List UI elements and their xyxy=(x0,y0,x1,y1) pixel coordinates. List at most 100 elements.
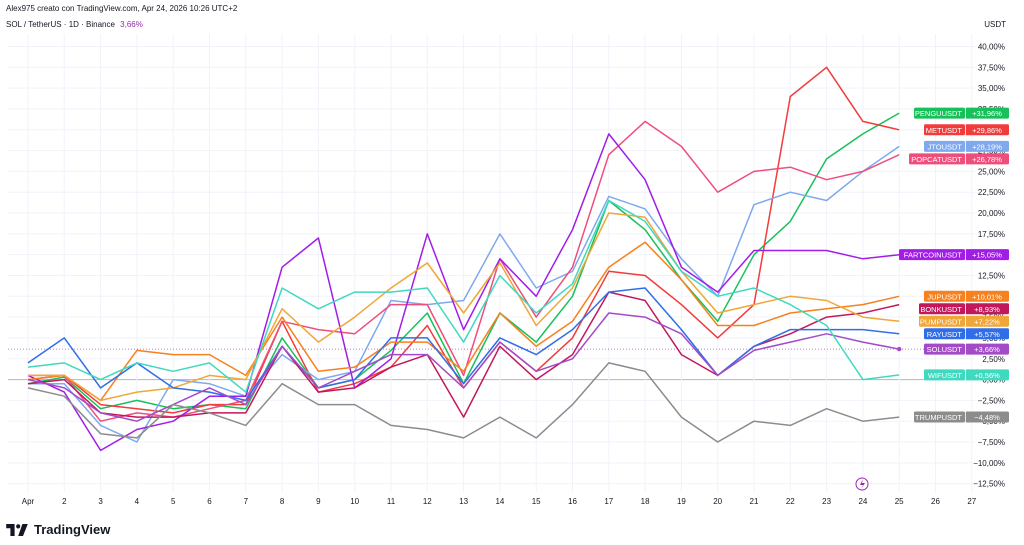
series-line-jupusdt[interactable] xyxy=(27,241,900,402)
x-tick-label: 23 xyxy=(822,497,831,506)
x-tick-label: 11 xyxy=(387,497,396,506)
series-name: BONKUSDT xyxy=(920,305,962,314)
series-name-bg xyxy=(919,303,965,315)
x-tick-label: 26 xyxy=(931,497,940,506)
series-price-labels: PENGUUSDT +31,96% METUSDT +29,86% JTOUSDT +28… xyxy=(899,107,1009,423)
x-tick-label: 7 xyxy=(244,497,249,506)
tradingview-logo-icon xyxy=(6,523,28,536)
series-line-fartcoinusdt[interactable] xyxy=(27,133,900,452)
symbol-change: 3,66% xyxy=(120,20,143,29)
series-value: +3,66% xyxy=(974,345,1000,354)
series-tag-solusdt[interactable]: SOLUSDT +3,66% xyxy=(924,343,1009,355)
series-tag-jupusdt[interactable]: JUPUSDT +10,01% xyxy=(924,290,1009,302)
x-tick-label: 25 xyxy=(895,497,904,506)
series-value-bg xyxy=(965,140,1009,152)
series-tag-bonkusdt[interactable]: BONKUSDT +8,93% xyxy=(919,303,1009,315)
series-name-bg xyxy=(909,153,965,165)
series-tag-wifusdt[interactable]: WIFUSDT +0,56% xyxy=(924,369,1009,381)
series-name: JUPUSDT xyxy=(927,292,962,301)
y-tick-label: −7,50% xyxy=(978,438,1005,447)
y-tick-label: −12,50% xyxy=(973,480,1005,489)
currency-label: USDT xyxy=(984,20,1006,29)
series-name-bg xyxy=(914,411,965,423)
series-line-wifusdt[interactable] xyxy=(27,199,900,393)
series-tag-penguusdt[interactable]: PENGUUSDT +31,96% xyxy=(914,107,1009,119)
y-tick-label: 40,00% xyxy=(978,42,1005,51)
y-tick-label: 12,50% xyxy=(978,271,1005,280)
y-tick-label: 20,00% xyxy=(978,209,1005,218)
symbol-name: SOL / TetherUS · 1D · Binance xyxy=(6,20,115,29)
series-value: +0,56% xyxy=(974,371,1000,380)
x-tick-label: 17 xyxy=(604,497,613,506)
series-value-bg xyxy=(965,249,1009,261)
x-tick-label: 10 xyxy=(350,497,359,506)
series-tag-jtousdt[interactable]: JTOUSDT +28,19% xyxy=(924,140,1009,152)
series-value: +10,01% xyxy=(972,292,1002,301)
y-tick-label: −2,50% xyxy=(978,396,1005,405)
series-lines xyxy=(27,66,902,452)
series-tag-metusdt[interactable]: METUSDT +29,86% xyxy=(924,124,1009,136)
series-value: −4,48% xyxy=(974,413,1000,422)
x-tick-label: 5 xyxy=(171,497,176,506)
alert-icon[interactable] xyxy=(855,477,869,491)
series-name-bg xyxy=(899,249,965,261)
series-value-bg xyxy=(965,124,1009,136)
series-name: POPCATUSDT xyxy=(911,155,962,164)
y-tick-label: 22,50% xyxy=(978,188,1005,197)
series-name-bg xyxy=(924,369,965,381)
series-name: JTOUSDT xyxy=(928,142,963,151)
series-value-bg xyxy=(965,315,1009,327)
series-tag-rayusdt[interactable]: RAYUSDT +5,57% xyxy=(924,328,1009,340)
tradingview-logo: TradingView xyxy=(6,522,110,537)
x-tick-label: 16 xyxy=(568,497,577,506)
series-name: PUMPUSDT xyxy=(920,317,963,326)
series-value: +29,86% xyxy=(972,126,1002,135)
y-tick-label: 35,00% xyxy=(978,84,1005,93)
brand-name: TradingView xyxy=(34,522,111,537)
symbol-legend[interactable]: SOL / TetherUS · 1D · Binance 3,66% xyxy=(6,20,143,29)
series-line-rayusdt[interactable] xyxy=(27,287,900,402)
series-value: +15,05% xyxy=(972,251,1002,260)
series-value: +5,57% xyxy=(974,330,1000,339)
series-value-bg xyxy=(965,107,1009,119)
x-tick-label: 15 xyxy=(532,497,541,506)
series-name-bg xyxy=(914,107,965,119)
x-tick-label: 21 xyxy=(750,497,759,506)
series-name: METUSDT xyxy=(926,126,963,135)
series-name: SOLUSDT xyxy=(927,345,963,354)
series-name: RAYUSDT xyxy=(927,330,963,339)
x-axis[interactable]: Apr 2 3 4 5 6 7 8 9 10 11 12 13 14 15 16 17 18 19 20 21 22 23 2… xyxy=(22,497,977,506)
series-line-trumpusdt[interactable] xyxy=(27,362,900,443)
series-value-bg xyxy=(965,343,1009,355)
series-name-bg xyxy=(924,124,965,136)
x-tick-label: Apr xyxy=(22,497,35,506)
series-value-bg xyxy=(965,303,1009,315)
series-tag-popcatusdt[interactable]: POPCATUSDT +26,78% xyxy=(909,153,1009,165)
chart-credit: Alex975 creato con TradingView.com, Apr … xyxy=(6,4,238,13)
series-value-bg xyxy=(965,153,1009,165)
series-name-bg xyxy=(924,140,965,152)
series-name: PENGUUSDT xyxy=(915,109,963,118)
x-tick-label: 22 xyxy=(786,497,795,506)
y-tick-label: −10,00% xyxy=(973,459,1005,468)
series-name-bg xyxy=(924,290,965,302)
x-tick-label: 2 xyxy=(62,497,67,506)
y-tick-label: 2,50% xyxy=(982,355,1005,364)
series-line-jtousdt[interactable] xyxy=(28,145,900,443)
x-tick-label: 9 xyxy=(316,497,321,506)
x-tick-label: 8 xyxy=(280,497,285,506)
series-tag-pumpusdt[interactable]: PUMPUSDT +7,22% xyxy=(919,315,1009,327)
series-name-bg xyxy=(924,343,965,355)
series-value-bg xyxy=(965,369,1009,381)
x-tick-label: 20 xyxy=(713,497,722,506)
series-value: +26,78% xyxy=(972,155,1002,164)
series-name-bg xyxy=(924,328,965,340)
series-value-bg xyxy=(965,411,1009,423)
series-name-bg xyxy=(919,315,965,327)
x-tick-label: 3 xyxy=(98,497,103,506)
series-tag-fartcoinusdt[interactable]: FARTCOINUSDT +15,05% xyxy=(899,249,1009,261)
x-tick-label: 12 xyxy=(423,497,432,506)
series-tag-trumpusdt[interactable]: TRUMPUSDT −4,48% xyxy=(914,411,1009,423)
y-tick-label: 17,50% xyxy=(978,230,1005,239)
